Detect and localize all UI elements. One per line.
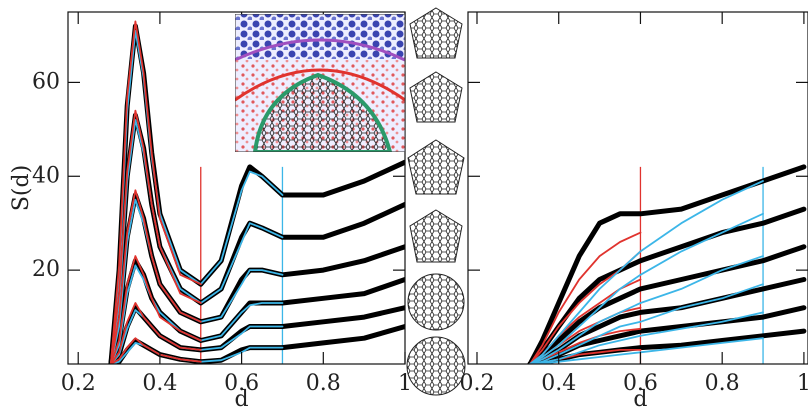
data-line (527, 164, 807, 364)
y-axis-label: S(d) (9, 165, 34, 211)
y-tick-label: 40 (32, 163, 60, 188)
data-line (110, 264, 284, 364)
x-tick-label: 0.6 (623, 371, 658, 396)
data-line (110, 20, 202, 364)
data-line (110, 119, 284, 364)
data-line (110, 29, 284, 364)
data-line (529, 212, 764, 364)
x-axis-label: d (633, 387, 647, 410)
polyhedra-column (406, 7, 466, 396)
x-axis-label: d (235, 387, 249, 410)
data-line (529, 255, 764, 364)
data-line (527, 244, 807, 364)
data-line (529, 180, 764, 364)
x-tick-label: 1 (797, 371, 808, 396)
plot-area (108, 20, 405, 364)
x-tick-label: 0.4 (541, 371, 576, 396)
data-line (529, 283, 764, 364)
x-tick-label: 1 (398, 371, 412, 396)
data-line (108, 305, 405, 364)
inset-image (235, 14, 405, 152)
x-tick-label: 0.4 (142, 371, 177, 396)
data-line (529, 311, 764, 364)
data-line (529, 231, 642, 364)
x-tick-label: 0.6 (224, 371, 259, 396)
data-line (110, 302, 202, 364)
x-tick-label: 0.8 (705, 371, 740, 396)
data-line (529, 337, 764, 364)
x-tick-label: 0.2 (459, 371, 494, 396)
y-tick-label: 60 (32, 69, 60, 94)
x-tick-label: 0.2 (61, 371, 96, 396)
plot-area (527, 164, 807, 364)
data-line (110, 255, 202, 364)
data-line (110, 109, 202, 364)
data-line (110, 189, 202, 364)
axes-frame (67, 11, 406, 365)
y-tick-label: 20 (32, 257, 60, 282)
x-tick-label: 0.8 (306, 371, 341, 396)
axes-frame (467, 11, 808, 365)
data-line (110, 337, 202, 364)
